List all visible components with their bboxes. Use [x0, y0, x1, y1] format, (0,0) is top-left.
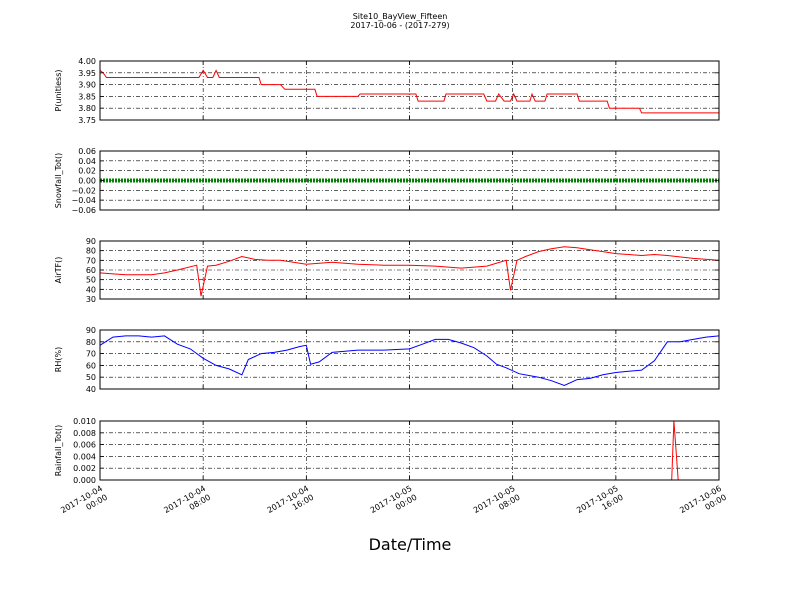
- y-tick-label: 3.90: [78, 81, 96, 90]
- y-tick-label: 0.008: [73, 429, 96, 438]
- y-tick-label: −0.06: [71, 206, 96, 215]
- y-axis-label: Snowfall_Tot(): [54, 153, 63, 209]
- x-tick-label: 2017-10-0400:00: [59, 484, 109, 524]
- chart-subtitle: 2017-10-06 - (2017-279): [350, 21, 449, 30]
- y-tick-label: 60: [86, 361, 96, 370]
- y-axis-label: Rainfall_Tot(): [54, 425, 63, 477]
- x-tick-label: 2017-10-0500:00: [369, 484, 419, 524]
- y-tick-label: 50: [86, 276, 96, 285]
- y-tick-label: 0.04: [78, 157, 96, 166]
- y-tick-label: 3.75: [78, 116, 96, 125]
- y-tick-label: 40: [86, 385, 96, 394]
- y-tick-label: 0.010: [73, 417, 96, 426]
- y-tick-label: 80: [86, 247, 96, 256]
- x-tick-label: 2017-10-0416:00: [266, 484, 316, 524]
- x-tick-label: 2017-10-0408:00: [162, 484, 212, 524]
- y-tick-label: 0.002: [73, 464, 96, 473]
- y-tick-label: 60: [86, 266, 96, 275]
- x-tick-label: 2017-10-0508:00: [472, 484, 522, 524]
- y-tick-label: 0.00: [78, 177, 96, 186]
- y-axis-label: RH(%): [54, 347, 63, 372]
- x-tick-label: 2017-10-0600:00: [678, 484, 728, 524]
- y-tick-label: 0.06: [78, 147, 96, 156]
- x-tick-label: 2017-10-0516:00: [575, 484, 625, 524]
- y-tick-label: 4.00: [78, 57, 96, 66]
- y-tick-label: 70: [86, 256, 96, 265]
- x-axis-label: Date/Time: [369, 535, 452, 554]
- y-tick-label: 30: [86, 295, 96, 304]
- y-tick-label: 3.80: [78, 104, 96, 113]
- series-line: [99, 335, 720, 387]
- y-tick-label: 0.006: [73, 441, 96, 450]
- y-tick-label: 3.95: [78, 69, 96, 78]
- y-axis-label: AirTF(): [54, 257, 63, 284]
- y-tick-label: 0.000: [73, 476, 96, 485]
- y-tick-label: 40: [86, 285, 96, 294]
- y-tick-label: 50: [86, 373, 96, 382]
- y-tick-label: 90: [86, 237, 96, 246]
- y-tick-label: −0.02: [71, 186, 96, 195]
- y-tick-label: 70: [86, 350, 96, 359]
- series-line: [99, 69, 719, 114]
- y-tick-label: 3.85: [78, 92, 96, 101]
- y-tick-label: −0.04: [71, 196, 96, 205]
- y-axis-label: P(unitless): [54, 69, 63, 111]
- y-tick-label: 0.004: [73, 452, 96, 461]
- chart-title: Site10_BayView_Fifteen: [353, 12, 448, 21]
- y-tick-label: 80: [86, 338, 96, 347]
- y-tick-label: 90: [86, 326, 96, 335]
- series-line: [99, 246, 720, 297]
- y-tick-label: 0.02: [78, 167, 96, 176]
